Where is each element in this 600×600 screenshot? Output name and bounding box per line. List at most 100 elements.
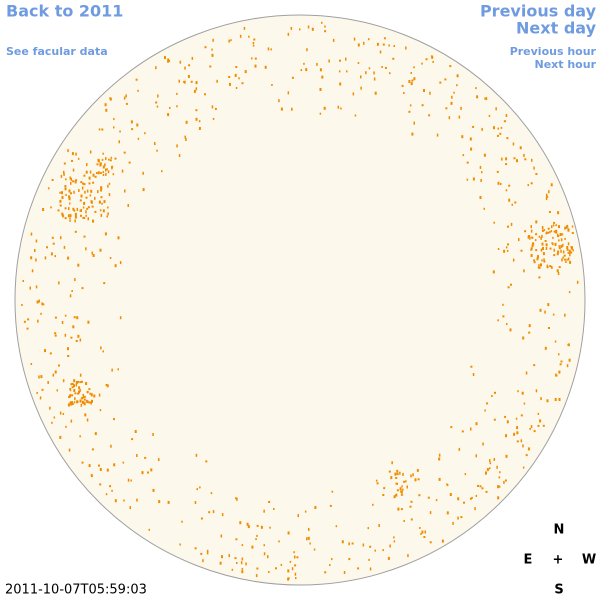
facula-dot [474,507,476,511]
facula-dot [193,89,196,93]
facula-dot [448,116,451,120]
facula-dot [76,400,79,404]
facula-dot [362,543,365,547]
facula-dot [389,544,391,548]
facula-dot [535,389,538,393]
facula-dot [424,530,426,534]
facula-dot [294,555,296,559]
facula-dot [51,179,54,181]
facula-dot [212,510,215,514]
facula-dot [472,177,475,181]
facula-dot [429,541,432,544]
facula-dot [111,165,114,168]
facula-dot [476,95,479,99]
facula-dot [83,402,86,406]
facula-dot [492,270,495,274]
facula-dot [408,110,411,113]
facula-dot [520,414,523,417]
facula-dot [54,370,57,374]
facula-dot [187,75,190,78]
facula-dot [60,174,63,178]
facula-dot [27,318,30,321]
facula-dot [351,542,354,545]
facula-dot [74,230,77,233]
facula-dot [457,497,460,501]
facula-dot [520,439,523,443]
facular-link[interactable]: See facular data [6,45,108,58]
facula-dot [409,505,412,508]
facula-dot [393,540,396,543]
facula-dot [540,263,542,267]
back-link[interactable]: Back to 2011 [6,2,123,21]
facula-dot [71,386,74,389]
facula-dot [129,506,131,510]
facula-dot [54,334,57,337]
facula-dot [539,308,542,312]
facula-dot [530,229,533,233]
facula-dot [102,165,105,169]
facula-dot [104,232,107,236]
facula-dot [530,225,532,229]
facula-dot [61,191,63,195]
facula-dot [94,175,97,178]
facula-dot [504,415,507,418]
facula-dot [545,197,548,201]
solar-disk [14,14,586,586]
facula-dot [67,355,70,357]
facula-dot [113,126,115,129]
facula-dot [541,226,544,228]
facula-dot [331,558,333,561]
facula-dot [367,527,369,530]
facula-dot [211,105,214,109]
facula-dot [198,127,201,130]
facula-dot [105,157,107,161]
facula-dot [290,26,293,30]
compass-center: + [553,553,564,568]
facula-dot [157,94,159,98]
facula-dot [525,371,528,375]
facula-dot [69,394,72,397]
facula-dot [176,105,178,108]
facula-dot [110,156,113,159]
facula-dot [417,478,420,481]
facula-dot [357,62,360,64]
facula-dot [92,219,94,223]
facula-dot [391,461,393,465]
facula-dot [561,258,563,262]
facula-dot [560,238,563,242]
previous-hour-link[interactable]: Previous hour [510,45,597,58]
facula-dot [555,230,558,234]
next-hour-link[interactable]: Next hour [535,58,597,71]
facula-dot [387,556,390,560]
facula-dot [485,97,488,101]
facula-dot [479,485,482,488]
facula-dot [70,419,73,423]
facula-dot [70,181,72,185]
facula-dot [204,93,206,96]
facula-dot [329,504,332,507]
facula-dot [410,474,412,478]
facula-dot [406,485,408,489]
facula-dot [496,134,499,137]
facula-dot [230,39,232,42]
facula-dot [461,430,464,433]
facula-dot [564,226,566,230]
next-day-link[interactable]: Next day [516,19,597,38]
facula-dot [402,488,404,491]
facula-dot [107,206,109,209]
facula-dot [99,209,102,212]
facula-dot [238,77,240,80]
facula-dot [339,59,341,62]
facula-dot [368,67,371,70]
previous-day-link[interactable]: Previous day [480,2,597,21]
facula-dot [384,66,387,69]
facula-dot [131,438,134,441]
facula-dot [83,398,86,401]
facula-dot [383,37,386,40]
facula-dot [291,107,293,110]
facula-dot [82,393,84,397]
facula-dot [472,373,475,376]
facula-dot [497,319,499,322]
facula-dot [91,205,94,208]
facula-dot [93,394,96,398]
